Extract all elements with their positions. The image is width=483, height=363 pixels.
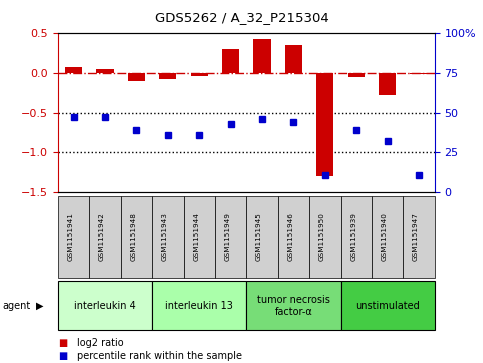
Text: GSM1151945: GSM1151945 bbox=[256, 212, 262, 261]
Text: ■: ■ bbox=[58, 351, 67, 362]
Text: log2 ratio: log2 ratio bbox=[77, 338, 124, 348]
Bar bbox=[379, 73, 396, 95]
Bar bbox=[254, 39, 270, 73]
Bar bbox=[316, 73, 333, 176]
Text: GSM1151950: GSM1151950 bbox=[319, 212, 325, 261]
Bar bbox=[285, 45, 302, 73]
Text: GSM1151946: GSM1151946 bbox=[287, 212, 293, 261]
Text: ■: ■ bbox=[58, 338, 67, 348]
Text: ▶: ▶ bbox=[36, 301, 44, 311]
Bar bbox=[97, 69, 114, 73]
Text: GSM1151940: GSM1151940 bbox=[382, 212, 388, 261]
Text: GSM1151948: GSM1151948 bbox=[130, 212, 137, 261]
Bar bbox=[128, 73, 145, 81]
Text: GSM1151943: GSM1151943 bbox=[162, 212, 168, 261]
Bar bbox=[411, 73, 427, 74]
Bar bbox=[191, 73, 208, 76]
Text: GSM1151944: GSM1151944 bbox=[193, 212, 199, 261]
Bar bbox=[159, 73, 176, 79]
Text: interleukin 13: interleukin 13 bbox=[165, 301, 233, 311]
Text: GSM1151947: GSM1151947 bbox=[413, 212, 419, 261]
Text: GDS5262 / A_32_P215304: GDS5262 / A_32_P215304 bbox=[155, 11, 328, 24]
Text: interleukin 4: interleukin 4 bbox=[74, 301, 136, 311]
Text: unstimulated: unstimulated bbox=[355, 301, 420, 311]
Text: GSM1151949: GSM1151949 bbox=[225, 212, 231, 261]
Bar bbox=[65, 67, 82, 73]
Text: agent: agent bbox=[2, 301, 30, 311]
Bar bbox=[348, 73, 365, 77]
Text: GSM1151942: GSM1151942 bbox=[99, 212, 105, 261]
Text: tumor necrosis
factor-α: tumor necrosis factor-α bbox=[257, 295, 330, 317]
Bar bbox=[222, 49, 239, 73]
Text: GSM1151939: GSM1151939 bbox=[350, 212, 356, 261]
Text: percentile rank within the sample: percentile rank within the sample bbox=[77, 351, 242, 362]
Text: GSM1151941: GSM1151941 bbox=[68, 212, 73, 261]
